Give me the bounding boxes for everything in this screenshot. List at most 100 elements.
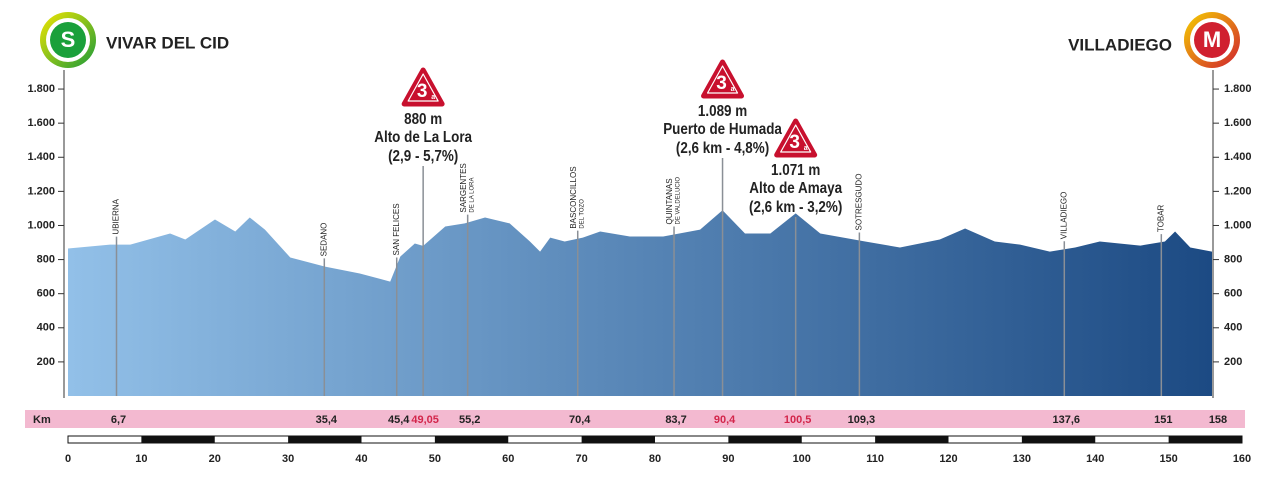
climb-detail: (2,9 - 5,7%)	[388, 148, 458, 165]
km-label: Km	[33, 414, 51, 426]
finish-badge: M	[1184, 12, 1240, 68]
x-tick-label: 150	[1159, 453, 1177, 465]
x-tick-label: 110	[866, 453, 884, 465]
climb-category-suffix: a	[431, 94, 435, 101]
climb-detail: (2,6 km - 3,2%)	[749, 199, 842, 216]
y-tick-label: 1.400	[27, 151, 55, 163]
town-label: SOTRESGUDO	[854, 174, 863, 231]
km-marker-label: 158	[1209, 414, 1227, 426]
x-tick-label: 130	[1013, 453, 1031, 465]
y-tick-label: 800	[37, 253, 55, 265]
finish-name: VILLADIEGO	[1068, 35, 1172, 54]
climb-elevation: 1.071 m	[771, 162, 820, 179]
y2-tick-label: 1.200	[1224, 185, 1252, 197]
town-label: UBIERNA	[112, 198, 121, 234]
x-tick-label: 140	[1086, 453, 1104, 465]
town-label: QUINTANAS	[665, 178, 674, 224]
y2-tick-label: 600	[1224, 288, 1242, 300]
climb-name: Alto de Amaya	[749, 180, 843, 197]
climb-badge-inner	[706, 65, 739, 94]
x-tick-label: 10	[135, 453, 147, 465]
town-label: DE LA LORA	[469, 178, 475, 213]
km-strip	[25, 410, 1245, 428]
y2-tick-label: 400	[1224, 322, 1242, 334]
start-badge: S	[40, 12, 96, 68]
climb-category: 3	[417, 81, 428, 102]
x-tick-label: 20	[209, 453, 221, 465]
y-tick-label: 1.000	[27, 219, 55, 231]
km-marker-label: 137,6	[1053, 414, 1081, 426]
x-tick-label: 0	[65, 453, 71, 465]
start-badge-letter: S	[61, 27, 76, 52]
x-tick-label: 80	[649, 453, 661, 465]
km-marker-label: 151	[1154, 414, 1172, 426]
y-tick-label: 600	[37, 288, 55, 300]
scale-segment	[1168, 436, 1242, 443]
scale-segment	[875, 436, 949, 443]
climb-name: Puerto de Humada	[663, 121, 782, 138]
y-tick-label: 400	[37, 322, 55, 334]
climb-category: 3	[789, 132, 800, 153]
scale-segment	[728, 436, 802, 443]
km-marker-label: 35,4	[316, 414, 338, 426]
scale-segment	[581, 436, 655, 443]
km-marker-label: 109,3	[848, 414, 876, 426]
km-marker-label: 6,7	[111, 414, 126, 426]
y2-tick-label: 200	[1224, 356, 1242, 368]
scale-segment	[434, 436, 509, 443]
climb-name: Alto de La Lora	[374, 129, 472, 146]
km-marker-label: 83,7	[665, 414, 686, 426]
climb-badge-inner	[780, 124, 812, 153]
town-label: SAN FELICES	[392, 203, 401, 255]
climb-badge	[401, 67, 445, 107]
climb-badge-inner	[407, 73, 439, 102]
x-tick-label: 50	[429, 453, 441, 465]
x-tick-label: 40	[355, 453, 367, 465]
climb-category-suffix: a	[731, 86, 735, 93]
km-marker-label: 55,2	[459, 414, 480, 426]
climb-elevation: 1.089 m	[698, 103, 747, 120]
x-tick-label: 30	[282, 453, 294, 465]
x-tick-label: 60	[502, 453, 514, 465]
y-tick-label: 200	[37, 356, 55, 368]
x-tick-label: 160	[1233, 453, 1251, 465]
km-marker-label: 70,4	[569, 414, 591, 426]
y-tick-label: 1.800	[27, 83, 55, 95]
climb-category: 3	[716, 73, 727, 94]
climb-detail: (2,6 km - 4,8%)	[676, 140, 769, 157]
y2-tick-label: 1.000	[1224, 219, 1252, 231]
scale-segment	[1021, 436, 1096, 443]
y2-tick-label: 800	[1224, 253, 1242, 265]
climb-elevation: 880 m	[404, 111, 442, 128]
elevation-area	[68, 210, 1212, 396]
town-label: SARGENTES	[459, 163, 468, 212]
km-marker-label: 45,4	[388, 414, 410, 426]
town-label: DEL TOZO	[579, 199, 585, 229]
scale-segment	[288, 436, 362, 443]
y2-tick-label: 1.400	[1224, 151, 1252, 163]
x-tick-label: 70	[576, 453, 588, 465]
climb-category-suffix: a	[804, 145, 808, 152]
y-tick-label: 1.200	[27, 185, 55, 197]
scale-segment	[141, 436, 215, 443]
x-tick-label: 90	[722, 453, 734, 465]
town-label: TOBAR	[1156, 204, 1165, 232]
town-label: SEDANO	[319, 223, 328, 257]
km-marker-label: 100,5	[784, 414, 812, 426]
town-label: DE VALDELUCIO	[676, 177, 682, 225]
y2-tick-label: 1.600	[1224, 117, 1252, 129]
y-tick-label: 1.600	[27, 117, 55, 129]
km-marker-label: 49,05	[411, 414, 439, 426]
x-tick-label: 120	[939, 453, 957, 465]
town-label: BASCONCILLOS	[569, 166, 578, 228]
km-marker-label: 90,4	[714, 414, 736, 426]
finish-badge-letter: M	[1203, 27, 1221, 52]
x-tick-label: 100	[793, 453, 811, 465]
y2-tick-label: 1.800	[1224, 83, 1252, 95]
start-name: VIVAR DEL CID	[106, 33, 229, 52]
climb-badge	[774, 118, 818, 158]
